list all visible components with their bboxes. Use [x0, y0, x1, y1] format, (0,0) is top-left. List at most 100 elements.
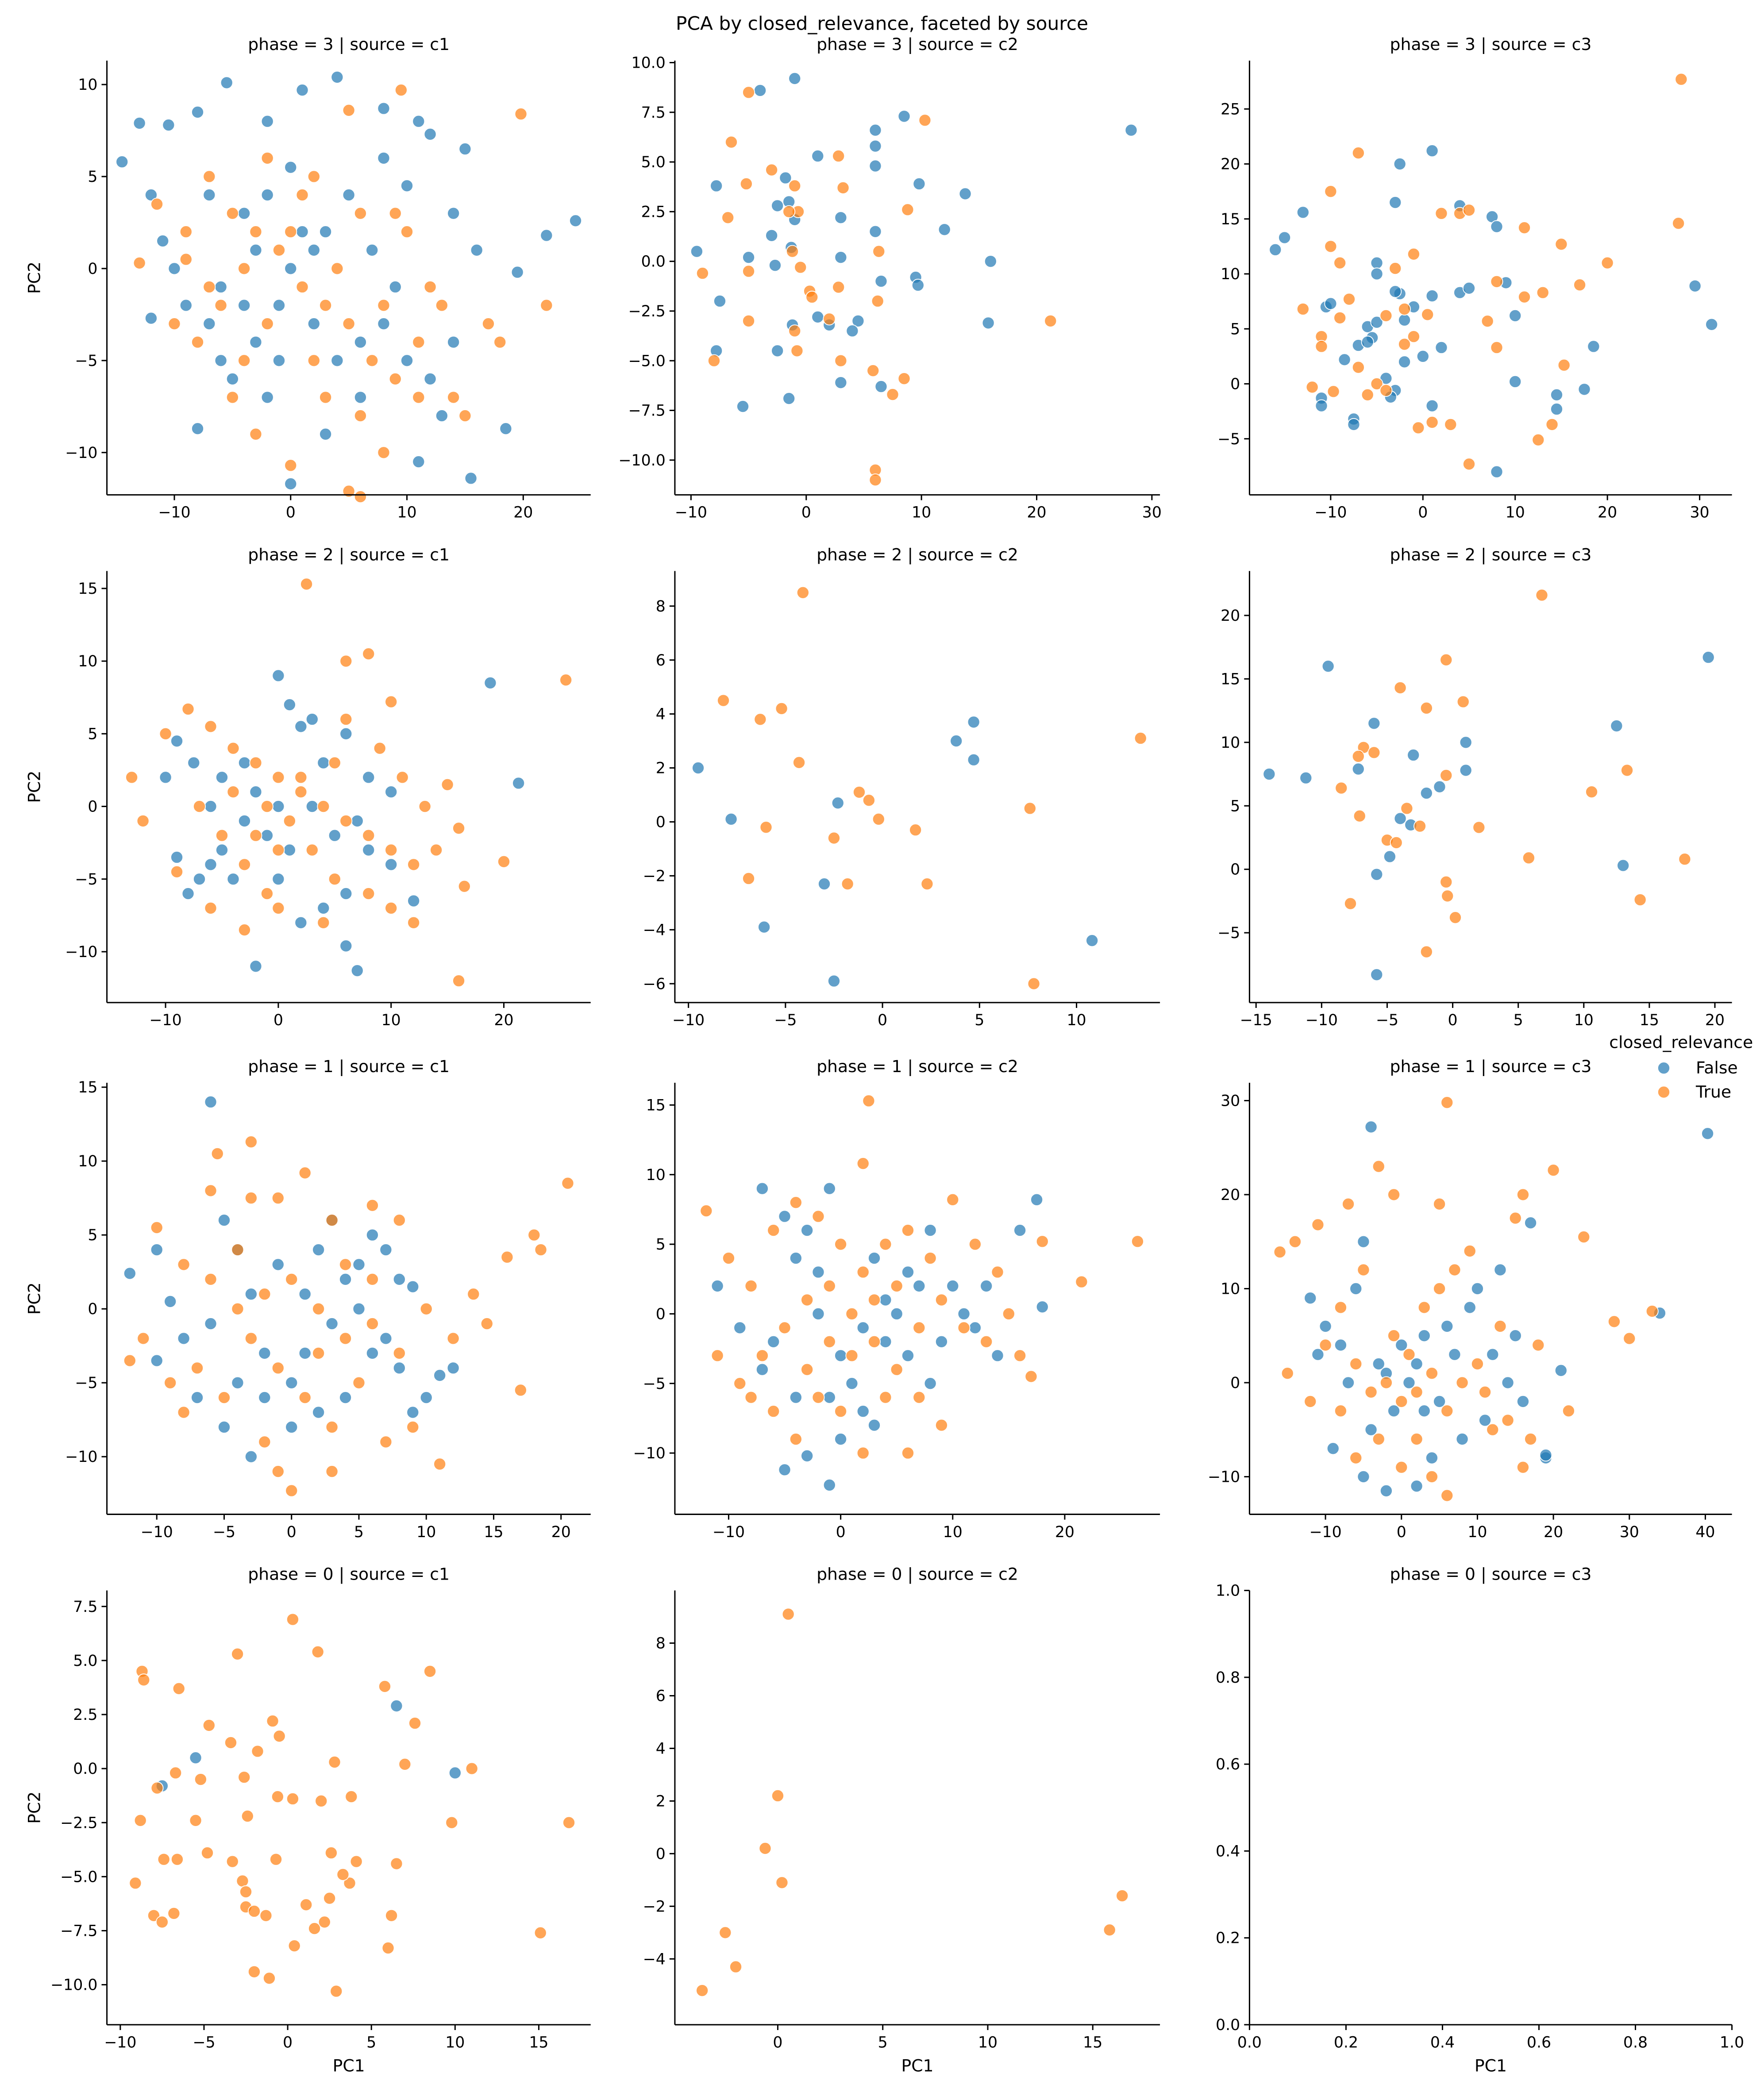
point-false	[1462, 281, 1475, 295]
point-false	[424, 127, 437, 141]
point-false	[238, 756, 251, 769]
x-tick-label: 20	[1705, 1011, 1725, 1029]
point-true	[319, 391, 332, 404]
point-true	[354, 409, 367, 423]
point-true	[354, 490, 367, 504]
x-tick-label: 0.0	[1237, 2034, 1262, 2051]
point-true	[201, 1846, 214, 1860]
point-true	[286, 1613, 299, 1626]
point-false	[1425, 144, 1439, 158]
y-tick-label: −10.0	[618, 452, 665, 469]
point-false	[1440, 1319, 1454, 1333]
point-true	[805, 291, 819, 304]
point-false	[339, 727, 353, 740]
x-tick-label: 20	[1598, 504, 1617, 522]
point-false	[868, 1252, 881, 1265]
point-true	[823, 1279, 836, 1292]
point-true	[1390, 836, 1403, 849]
point-true	[385, 843, 398, 857]
point-true	[227, 742, 240, 755]
y-tick-label: −5	[75, 352, 97, 370]
point-false	[1617, 859, 1630, 872]
y-tick-label: 7.5	[73, 1598, 97, 1616]
point-false	[1372, 1357, 1385, 1370]
point-true	[1421, 308, 1434, 321]
x-tick-label: 0	[1418, 504, 1428, 522]
point-false	[1550, 403, 1563, 416]
point-false	[317, 756, 330, 769]
point-false	[159, 771, 172, 784]
point-false	[307, 243, 320, 257]
point-true	[203, 281, 216, 293]
point-true	[298, 1391, 312, 1404]
point-true	[540, 299, 553, 312]
point-false	[1315, 399, 1328, 412]
point-false	[982, 316, 995, 330]
point-false	[261, 391, 274, 404]
point-false	[116, 155, 129, 169]
point-false	[1370, 968, 1383, 981]
point-true	[155, 1915, 169, 1929]
point-false	[1125, 123, 1138, 137]
point-true	[204, 720, 217, 733]
point-false	[179, 299, 193, 312]
panel-title: phase = 0 | source = c3	[1390, 1564, 1592, 1584]
point-true	[137, 1332, 150, 1345]
panel-title: phase = 3 | source = c2	[817, 35, 1018, 54]
point-false	[768, 259, 782, 272]
point-true	[159, 727, 172, 740]
point-false	[755, 1182, 769, 1195]
point-true	[318, 1915, 331, 1929]
y-axis-label: PC2	[25, 1792, 44, 1824]
point-false	[312, 1243, 325, 1257]
point-false	[1702, 651, 1715, 664]
point-true	[339, 814, 353, 827]
point-true	[249, 225, 262, 238]
point-true	[968, 1238, 982, 1251]
x-tick-label: −5	[774, 1011, 797, 1029]
point-true	[1349, 1451, 1363, 1465]
point-true	[1462, 204, 1475, 217]
point-true	[696, 1984, 709, 1997]
y-tick-label: −2	[643, 1898, 666, 1915]
point-true	[260, 887, 273, 900]
point-false	[238, 299, 251, 312]
x-tick-label: 0	[273, 1011, 283, 1029]
point-true	[1400, 802, 1414, 815]
point-true	[1361, 388, 1374, 401]
x-tick-label: 0	[286, 504, 296, 522]
point-false	[1342, 1376, 1355, 1389]
point-false	[1490, 465, 1503, 478]
point-false	[204, 1096, 217, 1108]
point-true	[782, 205, 796, 218]
point-false	[779, 171, 792, 185]
legend: closed_relevance False True	[1609, 1033, 1753, 1102]
point-false	[846, 324, 859, 338]
point-true	[868, 1335, 881, 1348]
point-true	[262, 1972, 276, 1985]
point-false	[1425, 289, 1439, 303]
point-true	[312, 1302, 325, 1315]
y-tick-label: 0	[88, 260, 97, 278]
point-true	[168, 317, 181, 331]
x-tick-label: −10	[1306, 1011, 1338, 1029]
point-false	[272, 873, 285, 886]
point-true	[271, 1192, 285, 1205]
point-false	[1334, 1338, 1347, 1352]
point-false	[1383, 850, 1396, 863]
point-false	[272, 354, 285, 367]
point-true	[1352, 146, 1365, 160]
point-true	[191, 335, 204, 349]
point-true	[396, 771, 409, 784]
x-tick-label: 15	[1083, 2034, 1102, 2051]
point-false	[164, 1295, 177, 1308]
point-true	[1535, 588, 1548, 602]
point-true	[869, 473, 882, 487]
facet-panel: phase = 0 | source = c2 0 5 10 15 −4 −2 0 2 4 6 8 PC…	[643, 1564, 1160, 2076]
point-true	[315, 1794, 328, 1807]
point-true	[204, 1184, 217, 1197]
y-tick-label: 4	[656, 1740, 666, 1758]
y-tick-label: 20	[1221, 1186, 1240, 1204]
y-tick-label: 0	[656, 1845, 666, 1863]
point-false	[935, 1335, 948, 1348]
